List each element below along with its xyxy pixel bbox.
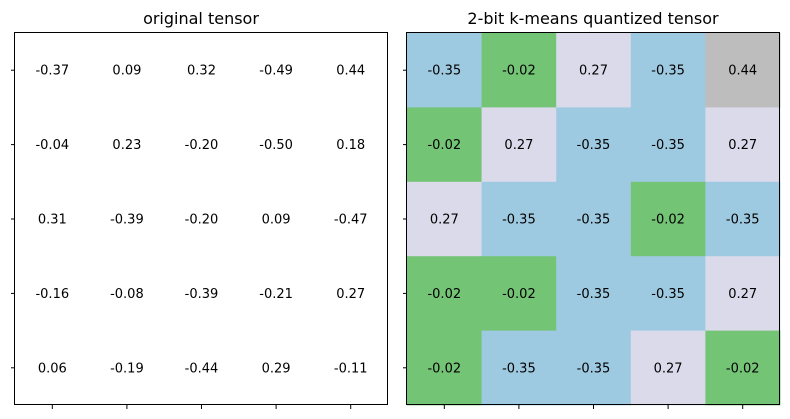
original-value-r0-c0: -0.37 bbox=[35, 64, 69, 79]
quantized-value-r2-c4: -0.35 bbox=[726, 213, 760, 228]
original-value-r1-c4: 0.18 bbox=[336, 138, 365, 153]
original-value-r4-c0: 0.06 bbox=[38, 361, 67, 376]
quantized-value-r1-c0: -0.02 bbox=[427, 138, 461, 153]
quantized-cell-r3-c4 bbox=[705, 256, 781, 331]
quantized-cell-r2-c3 bbox=[630, 181, 706, 257]
original-value-r3-c0: -0.16 bbox=[35, 287, 69, 302]
quantized-cell-r3-c3 bbox=[630, 256, 706, 331]
original-tensor-cells: -0.37 0.09 0.32 -0.49 0.44 -0.04 0.23 -0.20 -0.5… bbox=[35, 64, 367, 377]
quantized-cell-r3-c0 bbox=[407, 256, 482, 331]
quantized-value-r0-c2: 0.27 bbox=[579, 64, 608, 79]
quantized-value-r2-c1: -0.35 bbox=[502, 213, 536, 228]
original-value-r1-c2: -0.20 bbox=[185, 138, 219, 153]
original-value-r3-c3: -0.21 bbox=[259, 287, 293, 302]
original-value-r0-c1: 0.09 bbox=[112, 64, 141, 79]
quantized-cell-r0-c0 bbox=[407, 33, 482, 108]
quantized-value-r1-c3: -0.35 bbox=[651, 138, 685, 153]
quantized-cell-r1-c3 bbox=[630, 107, 706, 183]
quantized-cell-r3-c2 bbox=[556, 256, 632, 331]
original-value-r4-c1: -0.19 bbox=[110, 361, 144, 376]
quantized-tensor-ticks bbox=[403, 69, 744, 409]
original-value-r3-c2: -0.39 bbox=[185, 287, 219, 302]
quantized-tensor-panel: 2-bit k-means quantized tensor -0.35 -0.0… bbox=[403, 9, 781, 409]
quantized-cell-r4-c1 bbox=[481, 330, 557, 406]
original-tensor-ticks bbox=[11, 69, 352, 409]
quantized-cell-r2-c0 bbox=[407, 181, 482, 257]
original-value-r4-c4: -0.11 bbox=[334, 361, 368, 376]
quantized-value-r1-c2: -0.35 bbox=[577, 138, 611, 153]
original-value-r2-c1: -0.39 bbox=[110, 213, 144, 228]
quantized-cell-r4-c3 bbox=[630, 330, 706, 406]
quantized-cell-r3-c1 bbox=[481, 256, 557, 331]
quantized-value-r1-c1: 0.27 bbox=[504, 138, 533, 153]
quantized-cell-r4-c0 bbox=[407, 330, 482, 406]
quantized-cell-r0-c4 bbox=[705, 33, 781, 108]
original-value-r4-c2: -0.44 bbox=[185, 361, 219, 376]
quantized-value-r4-c4: -0.02 bbox=[726, 361, 760, 376]
quantized-value-r4-c2: -0.35 bbox=[577, 361, 611, 376]
original-tensor-title: original tensor bbox=[143, 9, 259, 28]
original-value-r0-c3: -0.49 bbox=[259, 64, 293, 79]
original-value-r1-c3: -0.50 bbox=[259, 138, 293, 153]
quantized-tensor-title: 2-bit k-means quantized tensor bbox=[467, 9, 719, 28]
original-value-r2-c2: -0.20 bbox=[185, 213, 219, 228]
original-value-r3-c1: -0.08 bbox=[110, 287, 144, 302]
quantized-value-r4-c1: -0.35 bbox=[502, 361, 536, 376]
quantized-value-r3-c1: -0.02 bbox=[502, 287, 536, 302]
original-tensor-panel: original tensor -0.37 0.09 0.32 -0.49 0.44-0… bbox=[11, 9, 388, 409]
quantized-cell-r2-c4 bbox=[705, 181, 781, 257]
quantized-cell-r4-c4 bbox=[705, 330, 781, 406]
quantized-value-r2-c2: -0.35 bbox=[577, 213, 611, 228]
quantized-value-r3-c4: 0.27 bbox=[728, 287, 757, 302]
quantized-cell-r0-c3 bbox=[630, 33, 706, 108]
original-value-r2-c4: -0.47 bbox=[334, 213, 368, 228]
original-value-r1-c1: 0.23 bbox=[112, 138, 141, 153]
quantized-value-r2-c3: -0.02 bbox=[651, 213, 685, 228]
original-value-r1-c0: -0.04 bbox=[35, 138, 69, 153]
quantized-cell-r0-c2 bbox=[556, 33, 632, 108]
quantized-cell-r1-c2 bbox=[556, 107, 632, 183]
quantized-value-r0-c1: -0.02 bbox=[502, 64, 536, 79]
quantized-value-r3-c0: -0.02 bbox=[427, 287, 461, 302]
quantized-cell-r4-c2 bbox=[556, 330, 632, 406]
quantized-value-r0-c3: -0.35 bbox=[651, 64, 685, 79]
original-value-r2-c0: 0.31 bbox=[38, 213, 67, 228]
quantized-value-r1-c4: 0.27 bbox=[728, 138, 757, 153]
quantized-cell-r2-c1 bbox=[481, 181, 557, 257]
quantized-value-r4-c0: -0.02 bbox=[427, 361, 461, 376]
original-value-r0-c4: 0.44 bbox=[336, 64, 365, 79]
quantized-value-r0-c0: -0.35 bbox=[427, 64, 461, 79]
quantized-cell-r0-c1 bbox=[481, 33, 557, 108]
original-value-r4-c3: 0.29 bbox=[262, 361, 291, 376]
original-value-r2-c3: 0.09 bbox=[262, 213, 291, 228]
original-value-r0-c2: 0.32 bbox=[187, 64, 216, 79]
original-value-r3-c4: 0.27 bbox=[336, 287, 365, 302]
quantized-value-r0-c4: 0.44 bbox=[728, 64, 757, 79]
quantized-tensor-cells: -0.35 -0.02 0.27 -0.35 0.44 -0.02 0.27 -0.35 -0.… bbox=[407, 33, 781, 406]
quantized-cell-r1-c0 bbox=[407, 107, 482, 183]
quantized-cell-r1-c4 bbox=[705, 107, 781, 183]
quantized-cell-r2-c2 bbox=[556, 181, 632, 257]
quantized-value-r3-c3: -0.35 bbox=[651, 287, 685, 302]
quantized-cell-r1-c1 bbox=[481, 107, 557, 183]
quantized-value-r3-c2: -0.35 bbox=[577, 287, 611, 302]
quantized-value-r2-c0: 0.27 bbox=[430, 213, 459, 228]
quantized-value-r4-c3: 0.27 bbox=[654, 361, 683, 376]
